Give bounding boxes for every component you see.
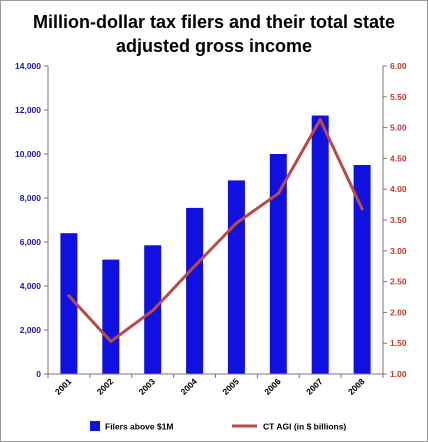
- y-left-tick-label: 10,000: [15, 149, 41, 159]
- line-point-2001: [67, 294, 71, 298]
- line-point-2006: [276, 192, 280, 195]
- y-right-tick-label: 4.50: [390, 153, 407, 163]
- y-left-tick-label: 6,000: [20, 237, 42, 247]
- line-ct-agi: [67, 118, 364, 343]
- y-right-tick-label: 4.00: [390, 184, 407, 194]
- y-left-tick-label: 0: [36, 369, 41, 379]
- line-point-2007: [318, 118, 322, 122]
- bar-2002: [102, 259, 120, 374]
- y-right-tick-label: 3.00: [390, 246, 407, 256]
- bar-2001: [60, 233, 78, 374]
- y-right-tick-label: 1.00: [390, 369, 407, 379]
- x-tick-label: 2004: [179, 376, 200, 397]
- y-right-tick-label: 2.50: [390, 277, 407, 287]
- x-tick-label: 2002: [95, 376, 116, 397]
- bar-2007: [311, 115, 329, 374]
- line-point-2004: [193, 264, 197, 268]
- chart-title-line-1: Million-dollar tax filers and their tota…: [32, 12, 396, 32]
- y-left-tick-label: 4,000: [20, 281, 42, 291]
- y-right-tick-label: 6.00: [390, 61, 407, 71]
- bar-2006: [269, 154, 287, 374]
- chart-title: Million-dollar tax filers and their tota…: [1, 10, 427, 58]
- y-right-tick-label: 3.50: [390, 215, 407, 225]
- line-point-2003: [151, 309, 155, 313]
- x-tick-label: 2008: [346, 376, 367, 397]
- legend-swatch-filers: [90, 421, 100, 431]
- y-right-tick-label: 5.00: [390, 123, 407, 133]
- y-left-tick-label: 8,000: [20, 193, 42, 203]
- y-right-tick-label: 5.50: [390, 92, 407, 102]
- bar-2005: [227, 180, 245, 374]
- x-tick-label: 2006: [262, 376, 283, 397]
- bar-2008: [353, 165, 371, 374]
- plot-area: [60, 115, 371, 374]
- x-tick-label: 2007: [304, 376, 325, 397]
- y-right-tick-label: 1.50: [390, 338, 407, 348]
- x-tick-label: 2005: [220, 376, 241, 397]
- axes: 0 2,000 4,000 6,000 8,000 10,000 12,000 14,000 1…: [15, 61, 407, 397]
- legend-label-ct-agi: CT AGI (in $ billions): [263, 422, 346, 432]
- line-point-2008: [360, 207, 364, 211]
- line-point-2005: [234, 221, 238, 225]
- chart-title-line-2: adjusted gross income: [115, 36, 313, 56]
- x-tick-label: 2003: [137, 376, 158, 397]
- line-point-2002: [109, 339, 113, 343]
- legend-label-filers: Filers above $1M: [105, 422, 174, 432]
- y-left-tick-label: 2,000: [20, 325, 42, 335]
- bar-2004: [186, 207, 204, 374]
- y-left-tick-label: 12,000: [15, 105, 41, 115]
- x-tick-label: 2001: [53, 376, 74, 397]
- legend: Filers above $1M CT AGI (in $ billions): [90, 421, 346, 432]
- y-right-tick-label: 2.00: [390, 307, 407, 317]
- y-left-tick-label: 14,000: [15, 61, 41, 71]
